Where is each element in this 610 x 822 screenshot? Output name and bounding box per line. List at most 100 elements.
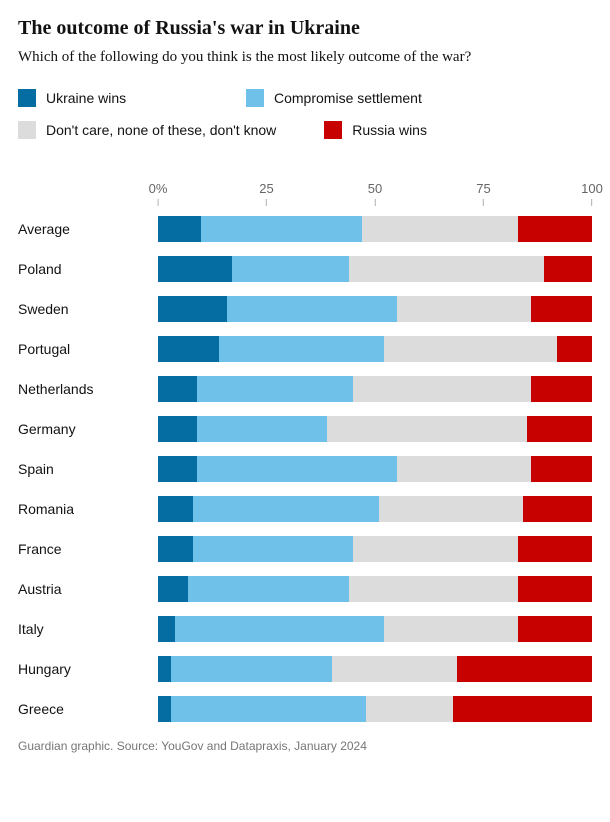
- chart-row: Portugal: [18, 329, 592, 369]
- chart-row: Sweden: [18, 289, 592, 329]
- axis-tick-label: 0%: [149, 181, 168, 196]
- bar-segment: [219, 336, 384, 362]
- bar-segment: [197, 376, 353, 402]
- row-label: Sweden: [18, 301, 158, 317]
- legend-label: Russia wins: [352, 122, 427, 138]
- axis-tick: 100: [581, 181, 603, 206]
- bar-segment: [232, 256, 349, 282]
- row-label: Hungary: [18, 661, 158, 677]
- legend-swatch: [18, 121, 36, 139]
- bar-segment: [453, 696, 592, 722]
- legend-label: Ukraine wins: [46, 90, 126, 106]
- bar-segment: [531, 296, 592, 322]
- bar-segment: [384, 616, 519, 642]
- bar-segment: [158, 336, 219, 362]
- bar-segment: [349, 576, 518, 602]
- legend-label: Compromise settlement: [274, 90, 422, 106]
- chart-row: Romania: [18, 489, 592, 529]
- chart-row: Italy: [18, 609, 592, 649]
- legend-item: Ukraine wins: [18, 89, 198, 107]
- bar-segment: [397, 296, 532, 322]
- stacked-bar: [158, 336, 592, 362]
- bar-segment: [227, 296, 396, 322]
- chart-row: Austria: [18, 569, 592, 609]
- bar-segment: [531, 376, 592, 402]
- chart-rows: Average Poland Sweden Portugal Netherlands Ge…: [18, 209, 592, 729]
- legend-item: Russia wins: [324, 121, 504, 139]
- bar-segment: [518, 616, 592, 642]
- axis-tick-mark: [266, 199, 267, 206]
- bar-segment: [327, 416, 527, 442]
- bar-segment: [175, 616, 383, 642]
- axis-spacer: [18, 181, 158, 209]
- row-label: Germany: [18, 421, 158, 437]
- row-label: Spain: [18, 461, 158, 477]
- bar-segment: [457, 656, 592, 682]
- stacked-bar: [158, 296, 592, 322]
- chart-subtitle: Which of the following do you think is t…: [18, 47, 592, 67]
- bar-segment: [171, 656, 332, 682]
- legend: Ukraine winsCompromise settlementDon't c…: [18, 89, 592, 153]
- bar-segment: [544, 256, 592, 282]
- bar-segment: [158, 616, 175, 642]
- chart-row: Spain: [18, 449, 592, 489]
- bar-segment: [158, 376, 197, 402]
- bar-segment: [158, 496, 193, 522]
- bar-segment: [158, 536, 193, 562]
- chart-title: The outcome of Russia's war in Ukraine: [18, 16, 592, 41]
- chart: 0%255075100: [18, 181, 592, 209]
- row-label: Poland: [18, 261, 158, 277]
- chart-row: Greece: [18, 689, 592, 729]
- stacked-bar: [158, 456, 592, 482]
- row-label: Netherlands: [18, 381, 158, 397]
- bar-segment: [557, 336, 592, 362]
- stacked-bar: [158, 216, 592, 242]
- bar-segment: [353, 536, 518, 562]
- bar-segment: [527, 416, 592, 442]
- source-footer: Guardian graphic. Source: YouGov and Dat…: [18, 739, 592, 753]
- axis-tick-mark: [591, 199, 592, 206]
- stacked-bar: [158, 496, 592, 522]
- legend-item: Compromise settlement: [246, 89, 426, 107]
- stacked-bar: [158, 376, 592, 402]
- row-label: France: [18, 541, 158, 557]
- bar-segment: [158, 296, 227, 322]
- stacked-bar: [158, 576, 592, 602]
- axis-tick-mark: [157, 199, 158, 206]
- axis-tick: 25: [259, 181, 273, 206]
- stacked-bar: [158, 416, 592, 442]
- bar-segment: [201, 216, 362, 242]
- bar-segment: [397, 456, 532, 482]
- axis-tick: 50: [368, 181, 382, 206]
- bar-segment: [362, 216, 518, 242]
- bar-segment: [193, 536, 354, 562]
- stacked-bar: [158, 616, 592, 642]
- stacked-bar: [158, 256, 592, 282]
- chart-row: Poland: [18, 249, 592, 289]
- bar-segment: [158, 416, 197, 442]
- chart-row: Hungary: [18, 649, 592, 689]
- x-axis: 0%255075100: [158, 181, 592, 209]
- axis-tick-label: 75: [476, 181, 490, 196]
- bar-segment: [384, 336, 558, 362]
- bar-segment: [158, 216, 201, 242]
- legend-swatch: [18, 89, 36, 107]
- bar-segment: [531, 456, 592, 482]
- bar-segment: [158, 656, 171, 682]
- chart-row: Average: [18, 209, 592, 249]
- bar-segment: [349, 256, 544, 282]
- bar-segment: [379, 496, 522, 522]
- bar-segment: [188, 576, 349, 602]
- bar-segment: [353, 376, 531, 402]
- bar-segment: [158, 696, 171, 722]
- bar-segment: [158, 256, 232, 282]
- legend-swatch: [324, 121, 342, 139]
- axis-tick-label: 25: [259, 181, 273, 196]
- row-label: Average: [18, 221, 158, 237]
- bar-segment: [332, 656, 458, 682]
- axis-tick-label: 100: [581, 181, 603, 196]
- bar-segment: [366, 696, 453, 722]
- chart-row: Netherlands: [18, 369, 592, 409]
- chart-row: Germany: [18, 409, 592, 449]
- axis-tick-mark: [483, 199, 484, 206]
